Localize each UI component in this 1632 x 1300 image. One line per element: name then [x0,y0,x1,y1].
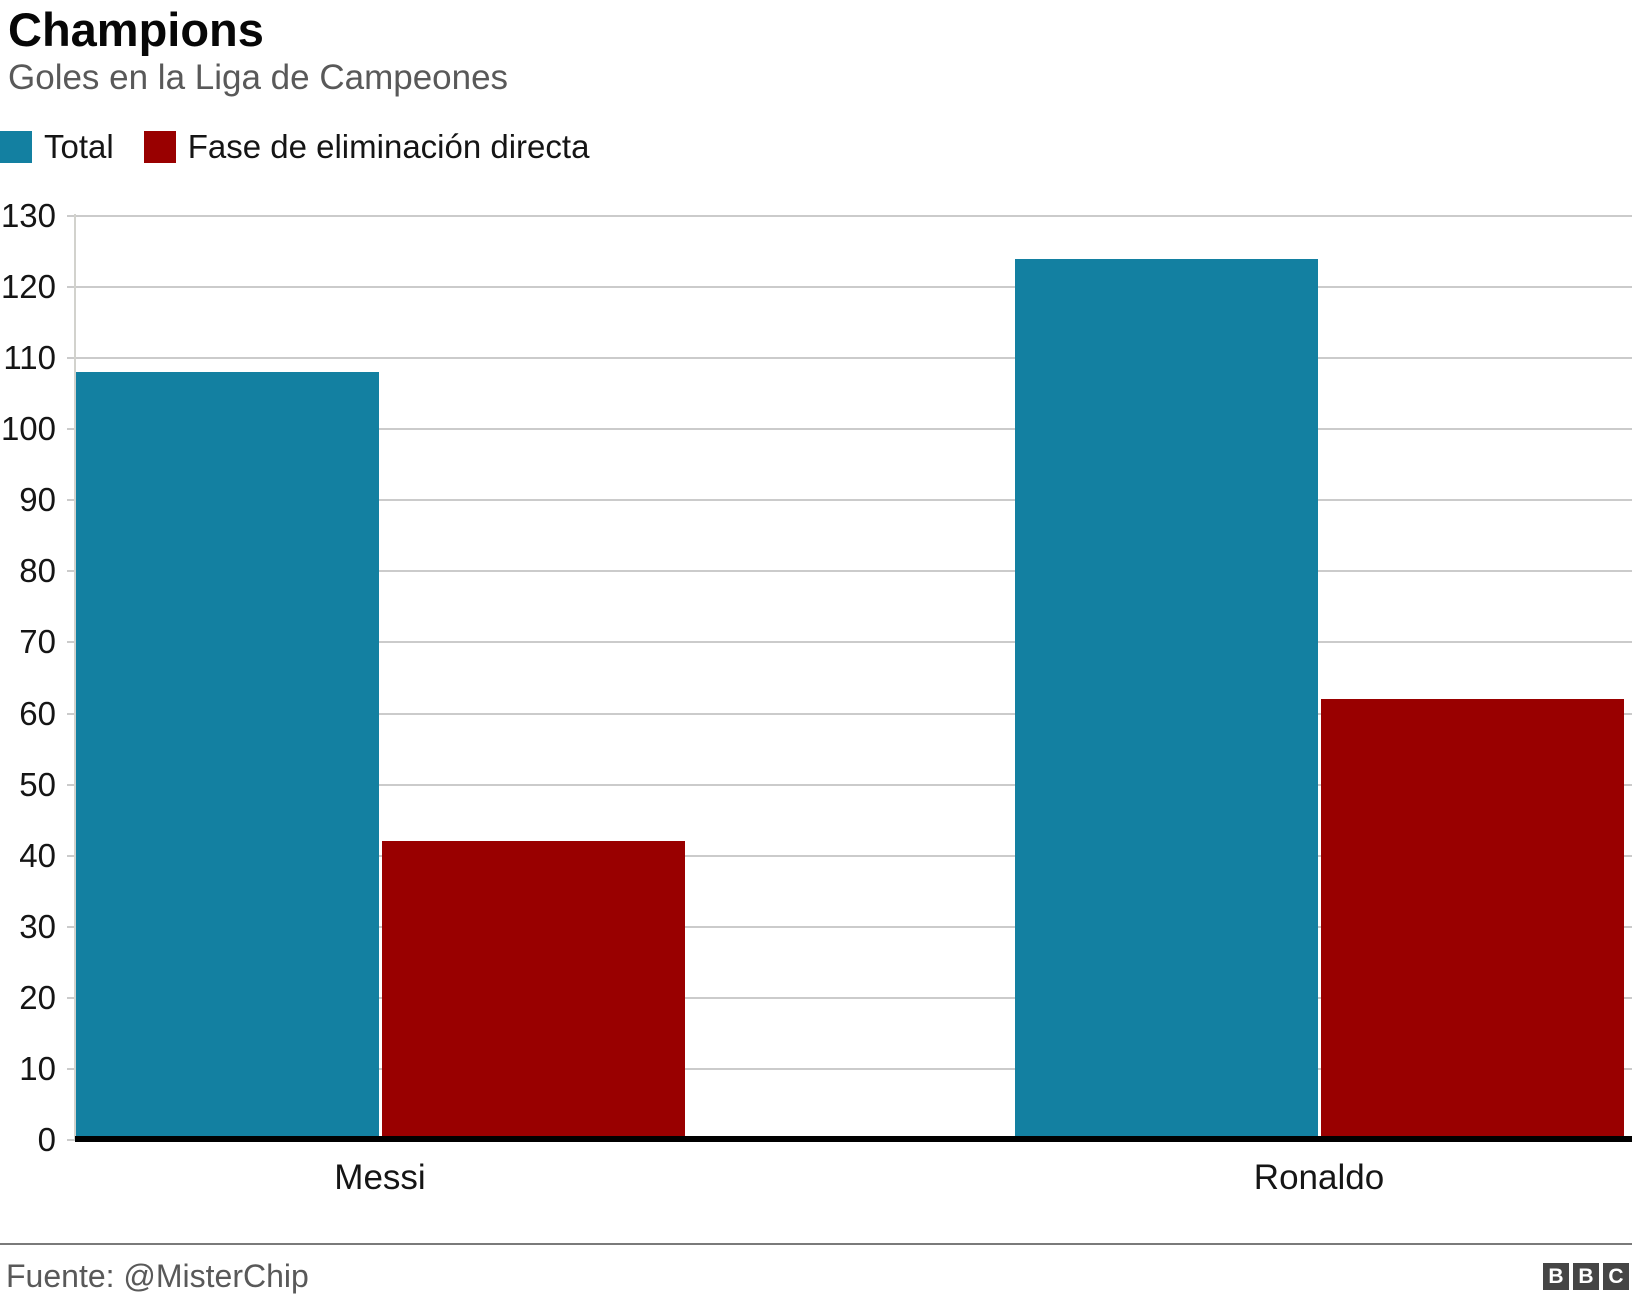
y-tick-label-50: 50 [19,765,56,803]
y-tick-label-10: 10 [19,1049,56,1087]
y-tick-10 [67,1067,75,1070]
chart-legend: Total Fase de eliminación directa [0,128,619,166]
y-tick-130 [67,215,75,217]
y-tick-80 [67,570,75,573]
source-text: Fuente: @MisterChip [6,1258,309,1294]
bar-messi-total [75,372,379,1140]
y-tick-label-0: 0 [37,1121,56,1158]
gridline-90 [75,499,1632,502]
chart-subtitle: Goles en la Liga de Campeones [8,58,509,97]
bar-messi-knockout [381,841,685,1140]
gridline-40 [75,854,1632,857]
chart-title: Champions [8,3,264,56]
y-tick-label-130: 130 [0,197,56,234]
y-tick-30 [67,925,75,928]
gridline-60 [75,712,1632,715]
bbc-logo-letter-b2: B [1573,1263,1599,1290]
gridline-100 [75,428,1632,431]
x-category-label-messi: Messi [334,1158,426,1197]
gridline-110 [75,357,1632,360]
y-tick-20 [67,996,75,999]
gridline-120 [75,286,1632,289]
y-tick-100 [67,428,75,431]
gridline-10 [75,1067,1632,1070]
y-axis-line [74,214,76,1140]
gridline-30 [75,925,1632,928]
gridline-20 [75,996,1632,999]
y-tick-40 [67,854,75,857]
y-tick-60 [67,712,75,715]
gridline-80 [75,570,1632,573]
gridline-50 [75,783,1632,786]
legend-label-total: Total [44,128,114,165]
y-tick-label-40: 40 [19,836,56,874]
y-tick-50 [67,783,75,786]
y-tick-label-100: 100 [0,410,56,448]
gridline-130 [75,215,1632,217]
y-tick-label-90: 90 [19,481,56,519]
y-tick-label-110: 110 [3,339,56,377]
y-tick-label-70: 70 [19,623,56,661]
y-tick-90 [67,499,75,502]
y-tick-70 [67,641,75,644]
y-tick-label-120: 120 [0,268,56,306]
x-category-label-ronaldo: Ronaldo [1253,1158,1385,1197]
y-tick-label-20: 20 [19,978,56,1016]
bar-ronaldo-total [1014,258,1318,1140]
legend-swatch-knockout [143,131,176,163]
y-tick-label-30: 30 [19,907,56,945]
y-tick-110 [67,357,75,360]
footer-divider [0,1243,1632,1245]
bbc-logo-letter-c: C [1603,1263,1629,1290]
x-axis-line [75,1136,1632,1142]
legend-item-total: Total [0,128,114,166]
legend-label-knockout: Fase de eliminación directa [187,128,590,165]
legend-swatch-total [0,131,32,163]
y-tick-120 [67,286,75,289]
y-tick-label-80: 80 [19,552,56,590]
bar-ronaldo-knockout [1320,699,1624,1140]
legend-item-knockout: Fase de eliminación directa [143,128,590,166]
y-tick-label-60: 60 [19,694,56,732]
bbc-logo-letter-b1: B [1543,1263,1569,1290]
gridline-70 [75,641,1632,644]
bbc-logo: B B C [1543,1263,1629,1290]
y-tick-0 [67,1139,75,1141]
